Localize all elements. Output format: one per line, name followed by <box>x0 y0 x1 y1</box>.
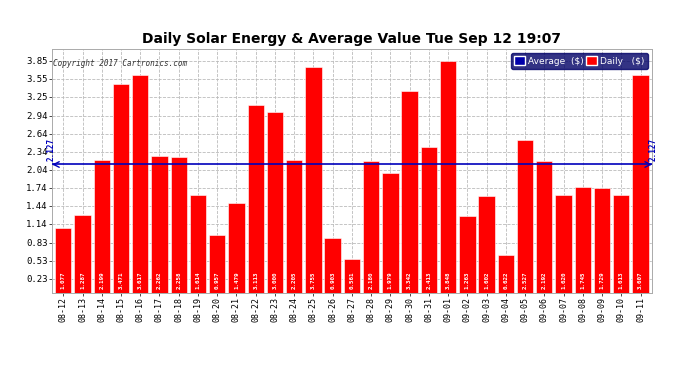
Text: 1.620: 1.620 <box>561 272 566 290</box>
Bar <box>517 140 533 292</box>
Text: 1.745: 1.745 <box>580 272 585 290</box>
Text: 2.258: 2.258 <box>176 272 181 290</box>
Legend: Average  ($), Daily   ($): Average ($), Daily ($) <box>511 53 647 69</box>
Bar <box>632 75 649 292</box>
Text: 2.127: 2.127 <box>649 138 658 162</box>
Text: 1.602: 1.602 <box>484 272 489 290</box>
Bar <box>575 188 591 292</box>
Bar <box>613 195 629 292</box>
Text: 2.180: 2.180 <box>368 272 374 290</box>
Text: 1.729: 1.729 <box>600 272 604 290</box>
Bar <box>151 156 168 292</box>
Bar <box>344 259 360 292</box>
Text: 3.471: 3.471 <box>119 272 124 290</box>
Text: 2.205: 2.205 <box>292 272 297 290</box>
Bar <box>305 66 322 292</box>
Bar <box>363 161 380 292</box>
Bar <box>421 147 437 292</box>
Text: 1.287: 1.287 <box>80 272 85 290</box>
Bar <box>536 160 553 292</box>
Text: 0.903: 0.903 <box>330 272 335 290</box>
Text: 3.607: 3.607 <box>638 272 643 290</box>
Text: 0.561: 0.561 <box>349 272 355 290</box>
Bar <box>324 238 341 292</box>
Bar <box>382 173 399 292</box>
Text: 3.342: 3.342 <box>407 272 412 290</box>
Text: 0.622: 0.622 <box>503 272 509 290</box>
Bar <box>94 160 110 292</box>
Bar <box>209 235 226 292</box>
Text: 2.262: 2.262 <box>157 272 162 290</box>
Bar <box>440 61 456 292</box>
Bar <box>478 196 495 292</box>
Title: Daily Solar Energy & Average Value Tue Sep 12 19:07: Daily Solar Energy & Average Value Tue S… <box>142 32 562 46</box>
Text: 3.617: 3.617 <box>138 272 143 290</box>
Bar <box>555 195 572 292</box>
Bar <box>55 228 72 292</box>
Text: 2.199: 2.199 <box>99 272 104 290</box>
Text: 3.000: 3.000 <box>273 272 277 290</box>
Bar <box>113 84 129 292</box>
Text: 2.413: 2.413 <box>426 272 431 290</box>
Text: 1.479: 1.479 <box>234 272 239 290</box>
Bar <box>459 216 475 292</box>
Bar <box>170 157 187 292</box>
Text: 2.527: 2.527 <box>522 272 528 290</box>
Bar <box>75 215 90 292</box>
Bar <box>286 160 302 292</box>
Text: 2.192: 2.192 <box>542 272 546 290</box>
Text: 1.263: 1.263 <box>465 272 470 290</box>
Bar <box>248 105 264 292</box>
Bar <box>228 204 245 292</box>
Bar <box>190 195 206 292</box>
Text: 3.755: 3.755 <box>311 272 316 290</box>
Bar <box>497 255 514 292</box>
Text: 1.979: 1.979 <box>388 272 393 290</box>
Bar <box>267 112 283 292</box>
Bar <box>402 92 418 292</box>
Bar <box>132 75 148 292</box>
Text: 0.957: 0.957 <box>215 272 219 290</box>
Text: 1.614: 1.614 <box>195 272 201 290</box>
Text: Copyright 2017 Cartronics.com: Copyright 2017 Cartronics.com <box>52 59 187 68</box>
Text: 2.127: 2.127 <box>47 138 56 162</box>
Text: 3.113: 3.113 <box>253 272 258 290</box>
Text: 1.077: 1.077 <box>61 272 66 290</box>
Text: 3.848: 3.848 <box>446 272 451 290</box>
Bar <box>594 189 610 292</box>
Text: 1.613: 1.613 <box>619 272 624 290</box>
